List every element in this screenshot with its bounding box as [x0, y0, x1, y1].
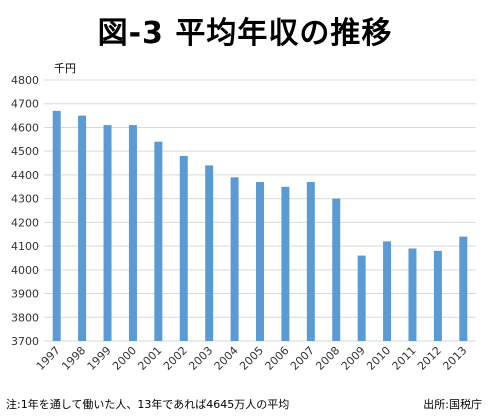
- x-tick-label: 2009: [339, 344, 368, 373]
- bar-2013: [459, 236, 468, 341]
- x-tick-label: 2001: [135, 344, 164, 373]
- y-tick-label: 4400: [11, 169, 39, 182]
- x-tick-label: 2007: [288, 344, 317, 373]
- x-tick-label: 2005: [237, 344, 266, 373]
- bar-2003: [205, 165, 214, 341]
- x-tick-label: 2006: [263, 344, 292, 373]
- y-tick-label: 4600: [11, 121, 39, 134]
- bar-2006: [281, 186, 290, 341]
- y-tick-label: 4000: [11, 264, 39, 277]
- chart-title: 図-3 平均年収の推移: [97, 16, 393, 51]
- x-tick-label: 1997: [34, 344, 63, 373]
- bar-2004: [230, 177, 239, 341]
- bar-2002: [179, 155, 188, 341]
- footnote: 注:1年を通して働いた人、13年であれば4645万人の平均: [6, 398, 290, 411]
- bar-2011: [408, 248, 417, 341]
- y-tick-label: 4800: [11, 74, 39, 87]
- x-tick-label: 2003: [186, 344, 215, 373]
- bar-2007: [306, 182, 315, 341]
- bar-1999: [103, 125, 112, 341]
- bar-1997: [52, 110, 61, 341]
- bar-2005: [256, 182, 264, 341]
- bar-1998: [78, 115, 87, 341]
- bar-2008: [332, 198, 341, 341]
- x-axis-ticks: 1997199819992000200120022003200420052006…: [34, 344, 470, 373]
- x-tick-label: 2000: [110, 344, 139, 373]
- x-tick-label: 2004: [212, 344, 241, 373]
- y-tick-label: 4100: [11, 240, 39, 253]
- y-axis-unit-label: 千円: [54, 62, 76, 75]
- x-tick-label: 1999: [85, 344, 114, 373]
- x-tick-label: 2002: [161, 344, 190, 373]
- x-tick-label: 2011: [390, 344, 419, 373]
- x-tick-label: 2010: [364, 344, 393, 373]
- y-tick-label: 3800: [11, 311, 39, 324]
- bars: [52, 110, 468, 341]
- y-tick-label: 3700: [11, 335, 39, 348]
- bar-2012: [433, 250, 442, 341]
- x-tick-label: 2013: [440, 344, 469, 373]
- y-tick-label: 4500: [11, 145, 39, 158]
- y-tick-label: 4300: [11, 193, 39, 206]
- y-axis-ticks: 3700 3800 3900 4000 4100 4200 4300 4400 4500 4600…: [11, 74, 39, 348]
- x-tick-label: 1998: [59, 344, 88, 373]
- y-tick-label: 3900: [11, 288, 39, 301]
- y-tick-label: 4700: [11, 98, 39, 111]
- x-tick-label: 2008: [313, 344, 342, 373]
- bar-2010: [383, 241, 392, 341]
- bar-2009: [357, 255, 366, 341]
- source-note: 出所:国税庁: [423, 398, 482, 411]
- y-tick-label: 4200: [11, 216, 39, 229]
- bar-2000: [128, 125, 137, 341]
- bar-2001: [154, 141, 163, 341]
- x-tick-label: 2012: [415, 344, 444, 373]
